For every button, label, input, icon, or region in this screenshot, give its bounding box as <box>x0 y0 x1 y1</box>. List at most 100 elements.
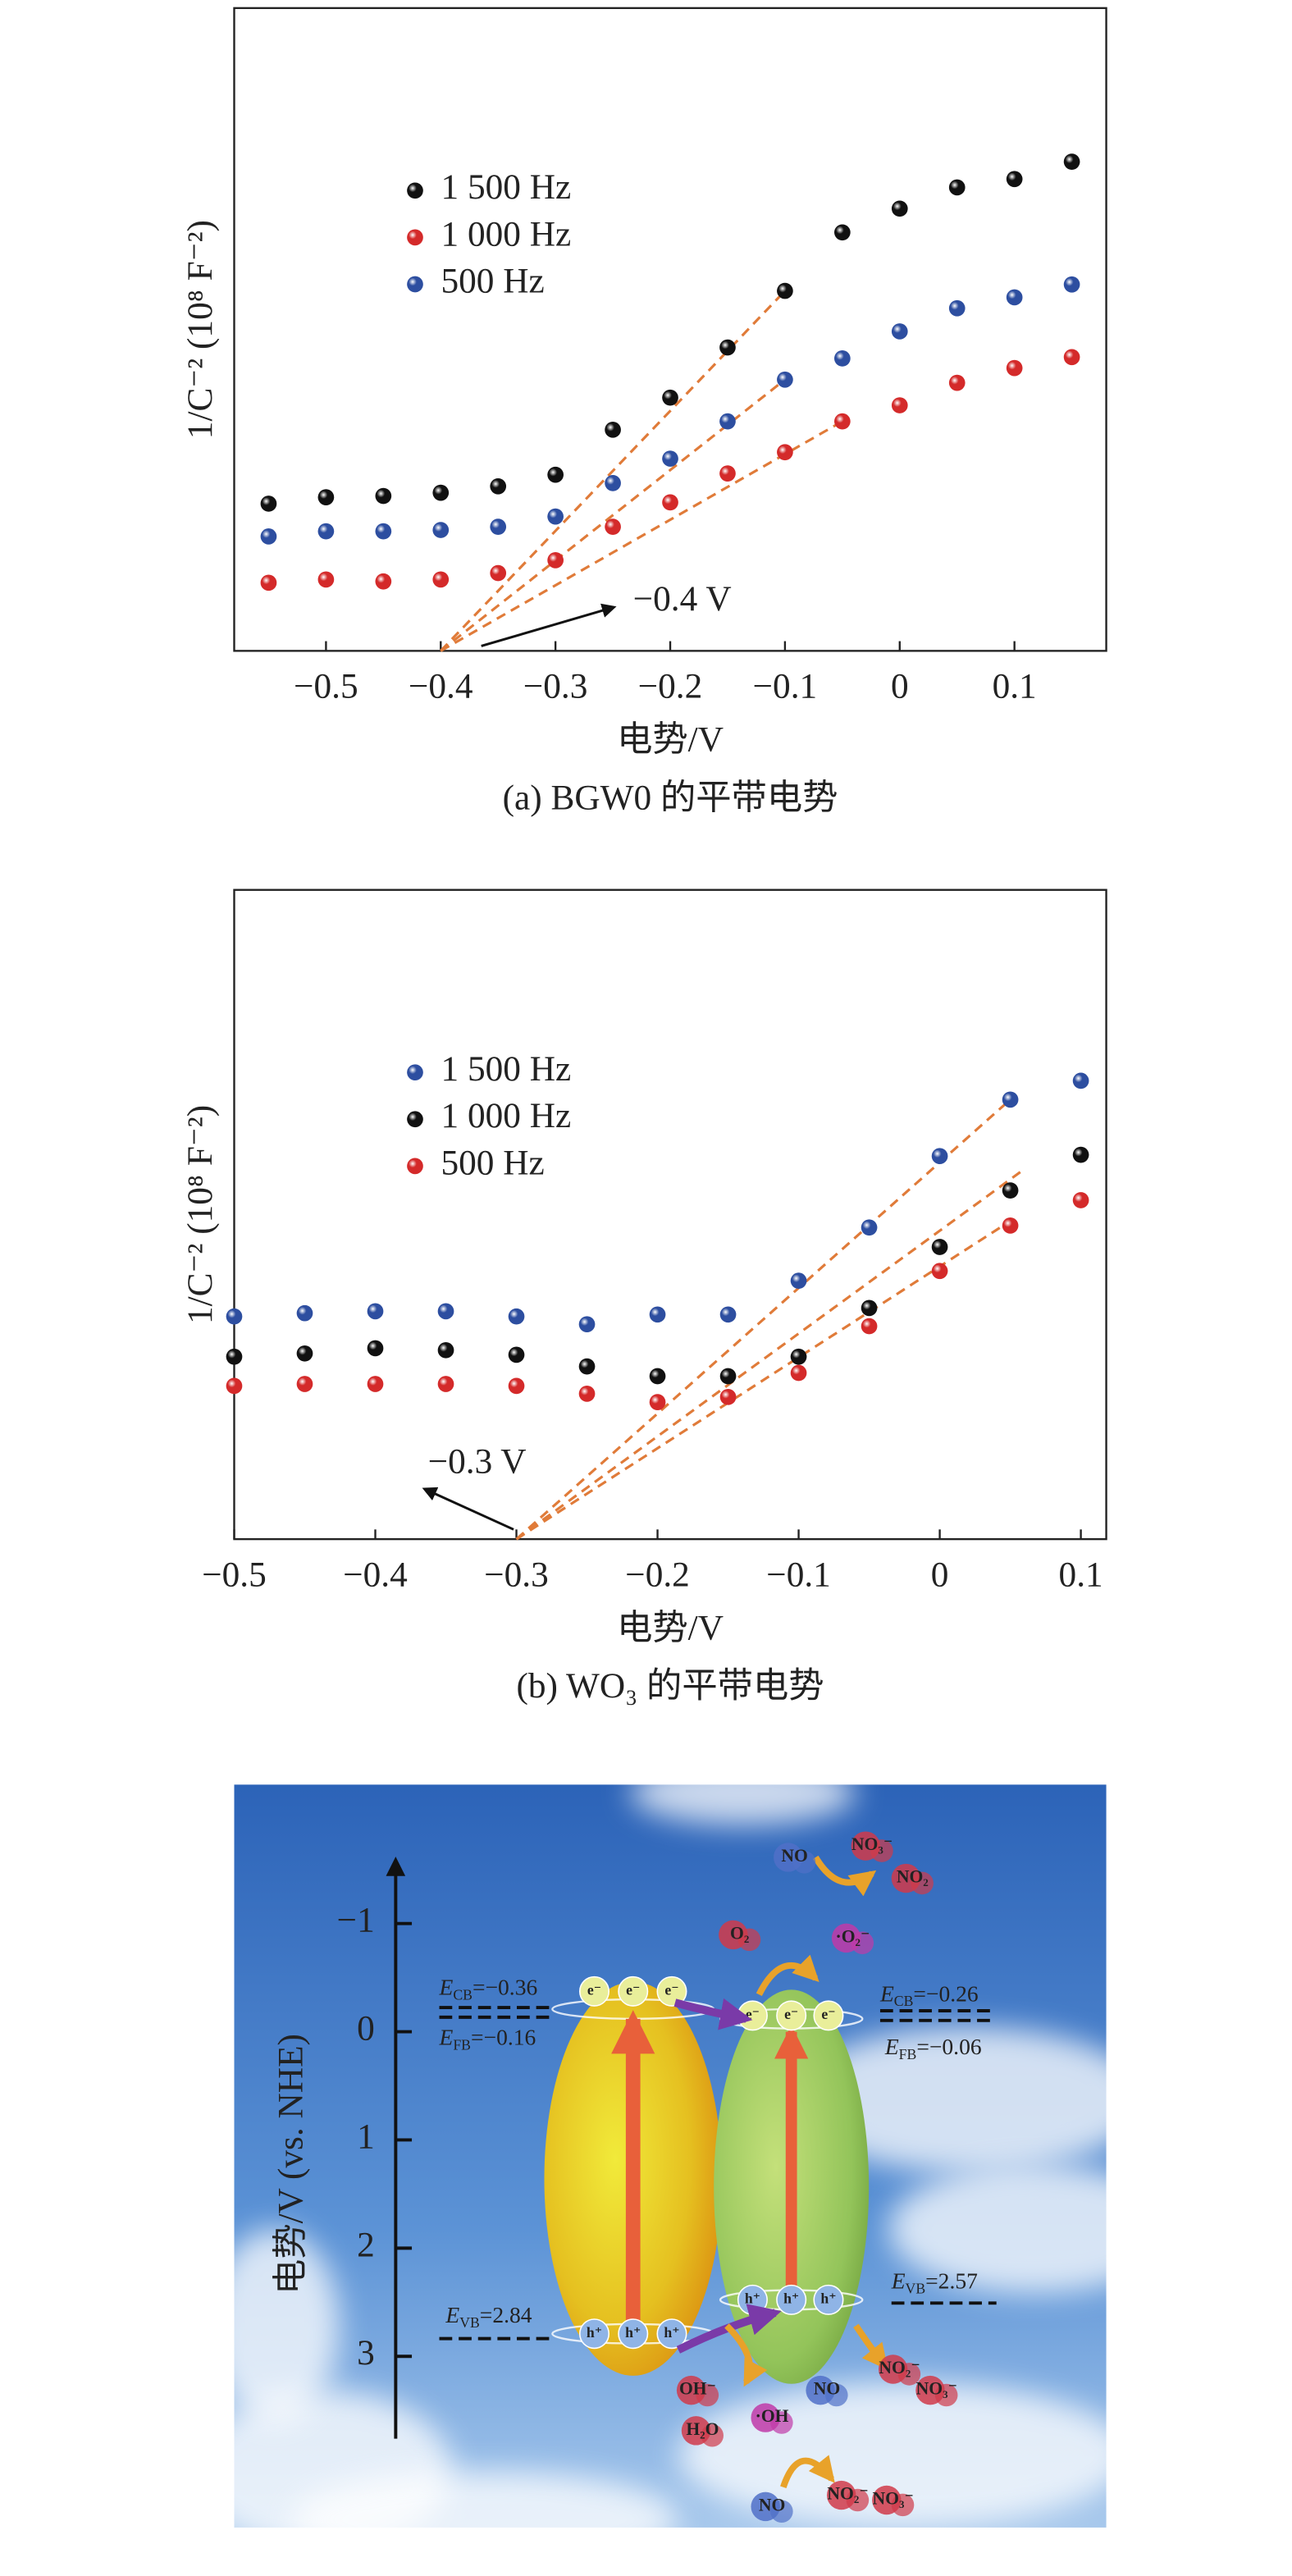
data-point <box>226 1308 243 1325</box>
energy-axis-label: 电势/V (vs. NHE) <box>271 2034 310 2295</box>
data-point <box>367 1376 384 1392</box>
fit-line <box>515 1098 1011 1541</box>
data-point <box>296 1345 313 1362</box>
data-point <box>719 465 736 482</box>
annotation-arrow <box>422 1487 514 1531</box>
data-point <box>790 1348 807 1365</box>
cloud <box>791 2026 1147 2172</box>
molecule <box>770 2500 793 2523</box>
axis-tick-label: 1 <box>357 2117 375 2156</box>
data-point <box>317 523 335 540</box>
plot-frame <box>233 888 1107 1541</box>
x-tick-label: −0.1 <box>753 667 818 706</box>
energy-level-label: EVB=2.57 <box>891 2268 978 2297</box>
x-tick-label: −0.2 <box>625 1555 690 1594</box>
level-value: =−0.26 <box>913 1981 978 2007</box>
hole <box>618 2318 649 2350</box>
species-label: NO₂ <box>897 1867 929 1887</box>
transfer-arrow <box>673 1998 753 2030</box>
fit-line <box>440 290 787 652</box>
data-point <box>547 466 564 483</box>
hole <box>813 2284 844 2315</box>
cloud <box>888 2163 1180 2294</box>
molecule <box>846 2488 870 2512</box>
legend-label: 1 000 Hz <box>441 1096 571 1135</box>
molecule <box>701 2423 724 2447</box>
fit-line <box>440 378 786 652</box>
species-label: NO₂⁻ <box>827 2484 868 2504</box>
species-label: NO₃⁻ <box>916 2379 957 2399</box>
level-value: =2.84 <box>480 2302 532 2327</box>
level-symbol: E <box>879 1981 894 2007</box>
data-point <box>1072 1072 1089 1089</box>
data-point <box>719 339 736 356</box>
annotation-arrow <box>481 603 617 647</box>
data-point <box>260 528 277 545</box>
data-point <box>432 522 450 538</box>
electron-label: e⁻ <box>664 1981 678 1998</box>
data-point <box>931 1263 948 1280</box>
energy-level-label: EFB=−0.16 <box>439 2025 536 2053</box>
energy-level-label: ECB=−0.36 <box>439 1975 538 2003</box>
energy-level-label: EVB=2.84 <box>445 2302 532 2331</box>
energy-level-label: EFB=−0.06 <box>884 2035 982 2063</box>
electron <box>656 1975 687 2007</box>
data-point <box>1002 1091 1019 1108</box>
data-point <box>296 1304 313 1322</box>
data-point <box>437 1341 454 1359</box>
data-point <box>891 323 908 340</box>
data-point <box>790 1272 807 1289</box>
legend-marker <box>407 229 423 246</box>
data-point <box>662 494 678 511</box>
data-point <box>508 1377 525 1395</box>
data-point <box>891 397 908 413</box>
electron-label: e⁻ <box>746 2006 760 2022</box>
hole-label: h⁺ <box>783 2290 799 2306</box>
data-point <box>649 1368 666 1385</box>
x-axis-label: 电势/V <box>617 1608 724 1647</box>
data-point <box>719 1388 737 1405</box>
data-point <box>605 518 621 535</box>
data-point <box>437 1376 454 1392</box>
energy-level-label: ECB=−0.26 <box>879 1981 979 2010</box>
x-axis-label: 电势/V <box>617 720 724 760</box>
plot-frame <box>233 7 1107 652</box>
annotation: −0.4 V <box>633 579 732 619</box>
data-point <box>508 1308 525 1325</box>
molecule <box>851 1931 874 1955</box>
molecule <box>911 1871 934 1895</box>
caption: (b) WO₃ 的平带电势 <box>516 1666 824 1706</box>
data-point <box>260 574 277 591</box>
x-tick-label: −0.4 <box>409 667 473 706</box>
species-label: NO₃⁻ <box>873 2488 914 2508</box>
hole <box>578 2318 610 2350</box>
level-symbol: E <box>439 2025 454 2050</box>
x-tick-label: −0.3 <box>484 1555 549 1594</box>
reaction-arrow <box>780 2455 835 2489</box>
data-point <box>437 1303 454 1320</box>
x-tick-label: −0.4 <box>343 1555 408 1594</box>
level-value: =−0.06 <box>916 2035 981 2060</box>
data-point <box>777 444 793 461</box>
level-subscript: CB <box>894 1993 914 2009</box>
data-point <box>226 1377 243 1395</box>
data-point <box>834 350 851 367</box>
x-tick-label: −0.3 <box>523 667 588 706</box>
x-tick-label: 0 <box>931 1555 949 1594</box>
molecule <box>770 2411 793 2434</box>
data-point <box>649 1394 666 1410</box>
cloud <box>629 1760 856 1825</box>
data-point <box>375 487 392 505</box>
data-point <box>834 224 851 241</box>
axis-tick-label: −1 <box>337 1901 375 1940</box>
level-subscript: VB <box>459 2314 480 2331</box>
data-point <box>931 1239 948 1255</box>
x-tick-label: −0.5 <box>294 667 358 706</box>
legend-marker <box>407 1111 423 1128</box>
species-label: O₂ <box>730 1923 749 1943</box>
level-value: =−0.36 <box>473 1975 537 2000</box>
electron-label: e⁻ <box>821 2006 835 2022</box>
annotation: −0.3 V <box>428 1442 527 1482</box>
data-point <box>605 475 621 491</box>
